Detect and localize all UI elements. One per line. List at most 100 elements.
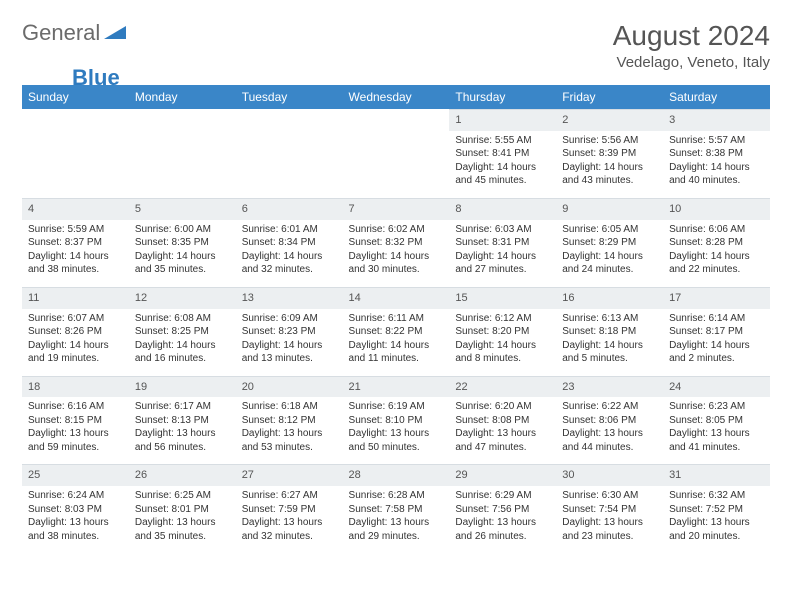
calendar-week: 1Sunrise: 5:55 AMSunset: 8:41 PMDaylight… [22,109,770,198]
day-details: Sunrise: 6:28 AMSunset: 7:58 PMDaylight:… [343,486,450,553]
logo-text-blue: Blue [72,65,120,91]
day-details: Sunrise: 6:17 AMSunset: 8:13 PMDaylight:… [129,397,236,464]
day-details: Sunrise: 6:01 AMSunset: 8:34 PMDaylight:… [236,220,343,287]
calendar-day: 29Sunrise: 6:29 AMSunset: 7:56 PMDayligh… [449,464,556,553]
calendar-day: 11Sunrise: 6:07 AMSunset: 8:26 PMDayligh… [22,287,129,376]
day-details: Sunrise: 6:25 AMSunset: 8:01 PMDaylight:… [129,486,236,553]
day-number: 26 [129,464,236,486]
calendar-day [343,109,450,198]
calendar-table: SundayMondayTuesdayWednesdayThursdayFrid… [22,85,770,553]
calendar-head: SundayMondayTuesdayWednesdayThursdayFrid… [22,85,770,109]
calendar-day: 7Sunrise: 6:02 AMSunset: 8:32 PMDaylight… [343,198,450,287]
day-details: Sunrise: 5:55 AMSunset: 8:41 PMDaylight:… [449,131,556,198]
day-number: 19 [129,376,236,398]
calendar-day: 25Sunrise: 6:24 AMSunset: 8:03 PMDayligh… [22,464,129,553]
day-number: 25 [22,464,129,486]
calendar-day: 24Sunrise: 6:23 AMSunset: 8:05 PMDayligh… [663,376,770,465]
day-number: 13 [236,287,343,309]
day-details: Sunrise: 6:13 AMSunset: 8:18 PMDaylight:… [556,309,663,376]
day-details: Sunrise: 6:14 AMSunset: 8:17 PMDaylight:… [663,309,770,376]
calendar-day: 18Sunrise: 6:16 AMSunset: 8:15 PMDayligh… [22,376,129,465]
location: Vedelago, Veneto, Italy [613,54,770,71]
day-number: 23 [556,376,663,398]
calendar-day: 15Sunrise: 6:12 AMSunset: 8:20 PMDayligh… [449,287,556,376]
day-details: Sunrise: 6:07 AMSunset: 8:26 PMDaylight:… [22,309,129,376]
day-number: 5 [129,198,236,220]
day-number: 31 [663,464,770,486]
day-details: Sunrise: 6:27 AMSunset: 7:59 PMDaylight:… [236,486,343,553]
day-details: Sunrise: 6:19 AMSunset: 8:10 PMDaylight:… [343,397,450,464]
calendar-day: 30Sunrise: 6:30 AMSunset: 7:54 PMDayligh… [556,464,663,553]
day-number: 1 [449,109,556,131]
calendar-day: 26Sunrise: 6:25 AMSunset: 8:01 PMDayligh… [129,464,236,553]
day-number: 29 [449,464,556,486]
day-number: 18 [22,376,129,398]
header: General August 2024 Vedelago, Veneto, It… [22,20,770,71]
calendar-day: 2Sunrise: 5:56 AMSunset: 8:39 PMDaylight… [556,109,663,198]
day-details: Sunrise: 6:12 AMSunset: 8:20 PMDaylight:… [449,309,556,376]
day-details: Sunrise: 6:06 AMSunset: 8:28 PMDaylight:… [663,220,770,287]
weekday-header: Tuesday [236,85,343,109]
weekday-header: Monday [129,85,236,109]
day-details: Sunrise: 6:08 AMSunset: 8:25 PMDaylight:… [129,309,236,376]
day-details: Sunrise: 6:32 AMSunset: 7:52 PMDaylight:… [663,486,770,553]
calendar-day: 16Sunrise: 6:13 AMSunset: 8:18 PMDayligh… [556,287,663,376]
day-number: 27 [236,464,343,486]
day-number: 24 [663,376,770,398]
day-number: 11 [22,287,129,309]
day-number: 20 [236,376,343,398]
day-number: 7 [343,198,450,220]
calendar-day: 9Sunrise: 6:05 AMSunset: 8:29 PMDaylight… [556,198,663,287]
calendar-week: 11Sunrise: 6:07 AMSunset: 8:26 PMDayligh… [22,287,770,376]
calendar-day: 6Sunrise: 6:01 AMSunset: 8:34 PMDaylight… [236,198,343,287]
day-number: 4 [22,198,129,220]
calendar-day: 17Sunrise: 6:14 AMSunset: 8:17 PMDayligh… [663,287,770,376]
calendar-day: 8Sunrise: 6:03 AMSunset: 8:31 PMDaylight… [449,198,556,287]
calendar-week: 18Sunrise: 6:16 AMSunset: 8:15 PMDayligh… [22,376,770,465]
calendar-day: 27Sunrise: 6:27 AMSunset: 7:59 PMDayligh… [236,464,343,553]
day-number: 9 [556,198,663,220]
calendar-day: 13Sunrise: 6:09 AMSunset: 8:23 PMDayligh… [236,287,343,376]
day-number: 30 [556,464,663,486]
calendar-day: 21Sunrise: 6:19 AMSunset: 8:10 PMDayligh… [343,376,450,465]
day-number: 2 [556,109,663,131]
day-details: Sunrise: 6:16 AMSunset: 8:15 PMDaylight:… [22,397,129,464]
calendar-day: 23Sunrise: 6:22 AMSunset: 8:06 PMDayligh… [556,376,663,465]
title-block: August 2024 Vedelago, Veneto, Italy [613,20,770,71]
calendar-day: 28Sunrise: 6:28 AMSunset: 7:58 PMDayligh… [343,464,450,553]
day-number: 8 [449,198,556,220]
day-details: Sunrise: 6:22 AMSunset: 8:06 PMDaylight:… [556,397,663,464]
day-details: Sunrise: 6:20 AMSunset: 8:08 PMDaylight:… [449,397,556,464]
calendar-day [129,109,236,198]
day-details: Sunrise: 6:03 AMSunset: 8:31 PMDaylight:… [449,220,556,287]
weekday-header: Friday [556,85,663,109]
day-details: Sunrise: 5:59 AMSunset: 8:37 PMDaylight:… [22,220,129,287]
day-number: 15 [449,287,556,309]
weekday-header: Thursday [449,85,556,109]
day-number: 3 [663,109,770,131]
calendar-week: 4Sunrise: 5:59 AMSunset: 8:37 PMDaylight… [22,198,770,287]
day-number: 14 [343,287,450,309]
month-title: August 2024 [613,20,770,52]
calendar-day: 1Sunrise: 5:55 AMSunset: 8:41 PMDaylight… [449,109,556,198]
day-details: Sunrise: 6:18 AMSunset: 8:12 PMDaylight:… [236,397,343,464]
day-number: 28 [343,464,450,486]
logo: General [22,20,128,46]
logo-text-general: General [22,20,100,46]
day-details: Sunrise: 6:11 AMSunset: 8:22 PMDaylight:… [343,309,450,376]
day-details: Sunrise: 6:29 AMSunset: 7:56 PMDaylight:… [449,486,556,553]
calendar-body: 1Sunrise: 5:55 AMSunset: 8:41 PMDaylight… [22,109,770,553]
day-number: 12 [129,287,236,309]
calendar-day: 12Sunrise: 6:08 AMSunset: 8:25 PMDayligh… [129,287,236,376]
day-details: Sunrise: 6:30 AMSunset: 7:54 PMDaylight:… [556,486,663,553]
calendar-week: 25Sunrise: 6:24 AMSunset: 8:03 PMDayligh… [22,464,770,553]
day-details: Sunrise: 6:24 AMSunset: 8:03 PMDaylight:… [22,486,129,553]
day-details: Sunrise: 6:09 AMSunset: 8:23 PMDaylight:… [236,309,343,376]
calendar-day: 5Sunrise: 6:00 AMSunset: 8:35 PMDaylight… [129,198,236,287]
day-number: 21 [343,376,450,398]
calendar-day [22,109,129,198]
calendar-day: 10Sunrise: 6:06 AMSunset: 8:28 PMDayligh… [663,198,770,287]
calendar-day: 19Sunrise: 6:17 AMSunset: 8:13 PMDayligh… [129,376,236,465]
day-details: Sunrise: 6:05 AMSunset: 8:29 PMDaylight:… [556,220,663,287]
day-number: 6 [236,198,343,220]
